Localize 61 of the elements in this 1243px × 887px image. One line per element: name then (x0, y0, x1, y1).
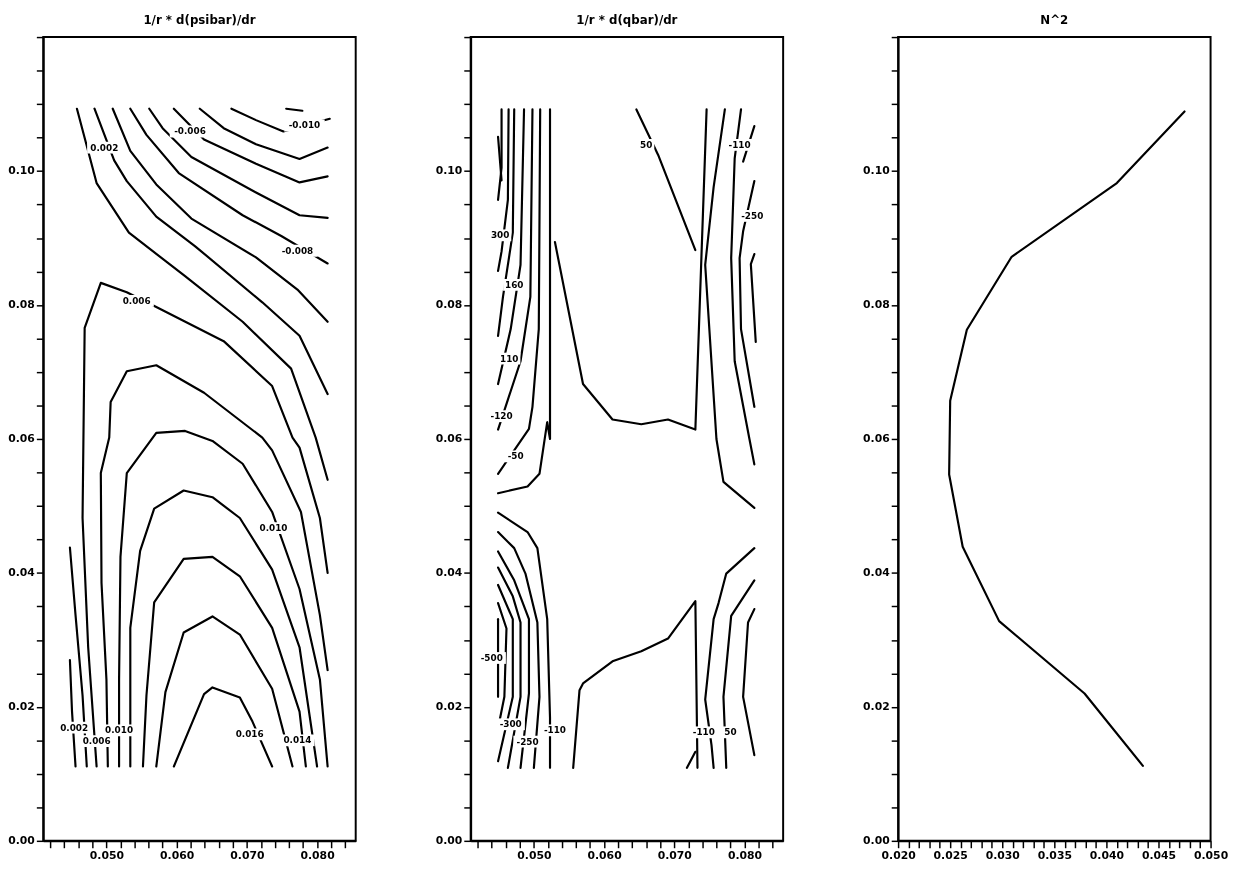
annotation: -120 (490, 411, 513, 422)
x-tick-label: 0.070 (657, 849, 692, 863)
annotation: 0.014 (283, 735, 312, 746)
annotation: 0.006 (122, 295, 151, 306)
x-tick-label: 0.080 (300, 849, 335, 863)
x-tick-label: 0.045 (1141, 849, 1177, 863)
annotation: -0.008 (281, 245, 314, 256)
x-tick-label: 0.060 (160, 849, 195, 863)
annotation: 50 (640, 139, 653, 150)
annotation: 300 (490, 230, 510, 241)
y-tick-label: 0.04 (8, 566, 36, 580)
chart-title: 1/r * d(qbar)/dr (576, 13, 678, 28)
annotation: -250 (741, 210, 764, 221)
x-tick-label: 0.025 (933, 849, 968, 863)
y-tick-label: 0.00 (435, 834, 463, 848)
chart-title: 1/r * d(psibar)/dr (143, 13, 256, 28)
annotation: 0.010 (105, 725, 134, 736)
x-tick-label: 0.050 (517, 849, 552, 863)
y-tick-label: 0.06 (435, 432, 463, 446)
x-tick-label: 0.050 (1193, 849, 1229, 863)
x-tick-label: 0.020 (881, 849, 916, 863)
annotation: -250 (516, 736, 539, 747)
annotation: 0.010 (259, 522, 288, 533)
y-tick-label: 0.02 (435, 700, 463, 714)
annotation: -50 (507, 451, 524, 462)
x-tick-label: 0.070 (230, 849, 265, 863)
annotation: -110 (543, 725, 566, 736)
annotation: -500 (480, 652, 503, 663)
y-tick-label: 0.02 (863, 700, 890, 714)
annotation: -110 (692, 727, 715, 738)
annotation: 0.016 (235, 729, 264, 740)
annotation: 50 (724, 727, 737, 738)
y-tick-label: 0.10 (8, 164, 35, 178)
y-tick-label: 0.10 (863, 164, 890, 178)
annotation: 0.002 (60, 722, 89, 733)
annotation: 160 (504, 279, 524, 290)
y-tick-label: 0.08 (435, 298, 463, 312)
annotation: -300 (499, 719, 522, 730)
y-tick-label: 0.08 (863, 298, 890, 312)
y-tick-label: 0.04 (435, 566, 463, 580)
y-tick-label: 0.04 (863, 566, 891, 580)
x-tick-label: 0.050 (89, 849, 124, 863)
x-tick-label: 0.080 (727, 849, 763, 863)
annotation: 0.002 (90, 142, 119, 153)
y-tick-label: 0.00 (8, 834, 35, 848)
y-tick-label: 0.06 (863, 432, 890, 446)
annotation: 110 (500, 353, 519, 364)
y-tick-label: 0.10 (435, 164, 463, 178)
chart-title: N^2 (1040, 13, 1069, 28)
y-tick-label: 0.08 (8, 298, 35, 312)
y-tick-label: 0.06 (8, 432, 35, 446)
x-tick-label: 0.035 (1037, 849, 1072, 863)
annotation: 0.006 (82, 735, 111, 746)
annotation: -110 (728, 139, 751, 150)
annotation: -0.006 (174, 126, 206, 137)
x-tick-label: 0.030 (985, 849, 1020, 863)
x-tick-label: 0.040 (1089, 849, 1124, 863)
y-tick-label: 0.00 (863, 834, 890, 848)
annotation: -0.010 (288, 120, 321, 131)
x-tick-label: 0.060 (587, 849, 622, 863)
y-tick-label: 0.02 (8, 700, 35, 714)
